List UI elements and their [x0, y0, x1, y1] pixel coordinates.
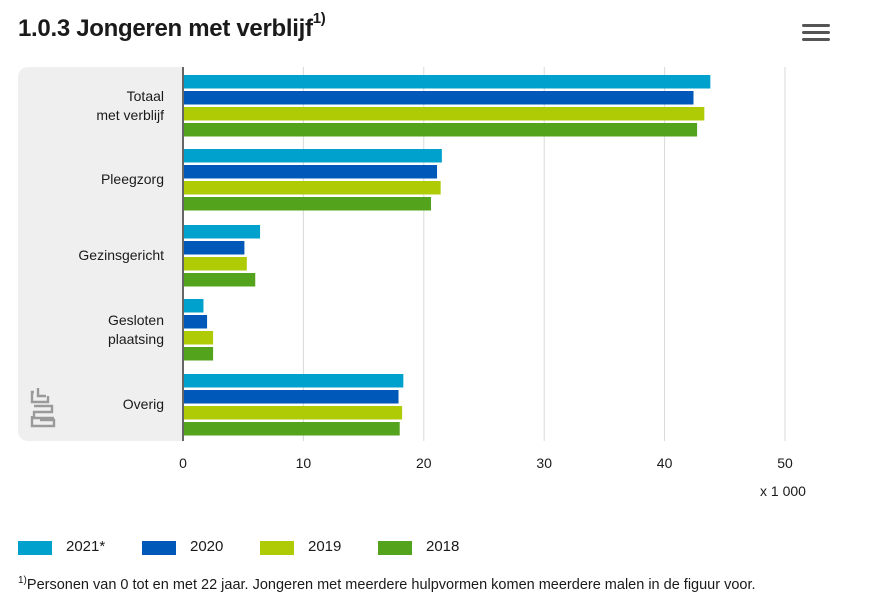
bar-2021-0[interactable]	[183, 75, 711, 89]
x-axis-unit: x 1 000	[760, 483, 806, 499]
bar-2018-4[interactable]	[183, 422, 400, 436]
bar-2021-3[interactable]	[183, 299, 204, 313]
category-label-2: Gezinsgericht	[78, 247, 164, 264]
x-tick-label-10: 10	[296, 455, 312, 471]
legend-label: 2021*	[66, 538, 106, 555]
bar-2018-2[interactable]	[183, 273, 256, 287]
legend-swatch	[260, 541, 294, 555]
bar-2019-3[interactable]	[183, 331, 214, 345]
bar-2018-1[interactable]	[183, 197, 432, 211]
bar-chart: 0 10 20 30 40 50	[179, 67, 793, 471]
bar-2021-2[interactable]	[183, 225, 261, 239]
bar-2020-4[interactable]	[183, 390, 399, 404]
legend-label: 2019	[308, 538, 342, 555]
bar-2019-4[interactable]	[183, 406, 403, 420]
bar-2020-0[interactable]	[183, 91, 694, 105]
chart-title-footnote-marker: 1)	[312, 10, 326, 27]
legend-label: 2018	[426, 538, 460, 555]
bar-2019-0[interactable]	[183, 107, 705, 121]
chart-title: 1.0.3 Jongeren met verblijf1)	[18, 10, 326, 43]
legend-item-2019[interactable]: 2019	[260, 538, 370, 558]
bar-2019-1[interactable]	[183, 181, 441, 195]
bar-2018-3[interactable]	[183, 347, 214, 361]
bar-2020-3[interactable]	[183, 315, 208, 329]
legend-item-2021[interactable]: 2021*	[18, 538, 128, 558]
legend-item-2018[interactable]: 2018	[378, 538, 488, 558]
x-tick-label-50: 50	[777, 455, 793, 471]
hamburger-menu-icon[interactable]	[802, 24, 830, 46]
legend-swatch	[18, 541, 52, 555]
bar-2021-4[interactable]	[183, 374, 404, 388]
legend-label: 2020	[190, 538, 224, 555]
x-tick-label-0: 0	[179, 455, 187, 471]
legend-swatch	[378, 541, 412, 555]
bar-2018-0[interactable]	[183, 123, 698, 137]
category-label-1: Pleegzorg	[100, 171, 164, 188]
footnote: 1)Personen van 0 tot en met 22 jaar. Jon…	[18, 575, 756, 593]
x-tick-label-40: 40	[657, 455, 673, 471]
x-tick-label-30: 30	[536, 455, 552, 471]
bar-2021-1[interactable]	[183, 149, 442, 163]
category-label-4: Overig	[122, 396, 164, 413]
bar-2019-2[interactable]	[183, 257, 247, 271]
category-panel	[18, 67, 182, 441]
footnote-marker: 1)	[18, 575, 27, 586]
bar-2020-1[interactable]	[183, 165, 438, 179]
category-label-3: Gesloten plaatsing	[107, 311, 164, 347]
legend-swatch	[142, 541, 176, 555]
bar-2020-2[interactable]	[183, 241, 245, 255]
footnote-text: Personen van 0 tot en met 22 jaar. Jonge…	[26, 576, 756, 593]
chart-title-text: 1.0.3 Jongeren met verblijf	[18, 15, 313, 42]
legend-item-2020[interactable]: 2020	[142, 538, 252, 558]
cbs-logo-icon	[30, 388, 56, 428]
category-label-0: Totaal met verblijf	[96, 87, 164, 123]
x-tick-label-20: 20	[416, 455, 432, 471]
